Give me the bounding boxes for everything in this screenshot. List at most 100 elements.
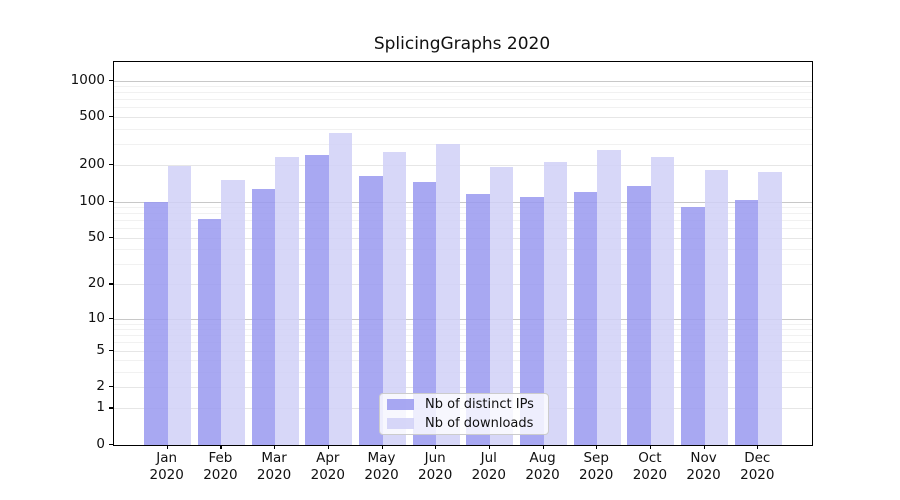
y-tick-label: 200: [79, 156, 105, 173]
minor-gridline: [114, 143, 812, 145]
bar-distinct-ips-may: [359, 175, 383, 445]
x-tick-mark: [542, 445, 544, 449]
y-tick-mark: [109, 236, 113, 238]
minor-gridline: [114, 329, 812, 331]
minor-gridline: [114, 335, 812, 337]
x-tick-label: Oct 2020: [632, 450, 668, 483]
major-gridline: [114, 165, 812, 167]
y-tick-label: 20: [87, 275, 105, 292]
plot-area: [113, 61, 813, 446]
bar-downloads-apr: [328, 133, 353, 445]
y-tick-label: 0: [96, 436, 105, 452]
x-tick-label: Jan 2020: [149, 450, 184, 483]
minor-gridline: [114, 92, 812, 94]
bar-distinct-ips-apr: [305, 154, 329, 445]
major-gridline: [114, 318, 812, 320]
y-tick-label: 1: [96, 399, 105, 416]
x-tick-mark: [596, 445, 598, 449]
bar-distinct-ips-oct: [627, 185, 651, 445]
bar-distinct-ips-mar: [251, 188, 276, 445]
x-tick-label: Mar 2020: [256, 450, 292, 483]
legend-swatch-distinct-ips: [387, 399, 414, 410]
y-tick-mark: [109, 444, 113, 446]
bar-distinct-ips-aug: [520, 196, 544, 445]
minor-gridline: [114, 107, 812, 109]
y-tick-label: 2: [96, 378, 105, 394]
bar-distinct-ips-jul: [466, 193, 490, 445]
x-tick-label: Apr 2020: [310, 450, 345, 483]
bar-downloads-may: [382, 152, 406, 445]
major-gridline: [114, 350, 812, 352]
minor-gridline: [114, 249, 812, 251]
y-tick-mark: [109, 200, 113, 202]
x-tick-mark: [435, 445, 437, 449]
bar-distinct-ips-sep: [573, 192, 598, 445]
bar-downloads-feb: [221, 179, 245, 445]
y-tick-mark: [109, 116, 113, 118]
y-tick-label: 100: [79, 192, 105, 209]
x-tick-label: Dec 2020: [740, 450, 775, 483]
minor-gridline: [114, 360, 812, 362]
y-tick-label: 500: [79, 108, 105, 124]
minor-gridline: [114, 220, 812, 222]
legend-item: Nb of distinct IPs: [380, 397, 548, 413]
legend-item: Nb of downloads: [380, 416, 548, 432]
bar-distinct-ips-feb: [197, 219, 222, 445]
y-tick-mark: [109, 164, 113, 166]
x-tick-label: May 2020: [364, 450, 399, 483]
bar-downloads-aug: [543, 161, 567, 445]
major-gridline: [114, 387, 812, 388]
y-tick-mark: [109, 79, 113, 81]
major-gridline: [114, 237, 812, 239]
legend-swatch-downloads: [387, 418, 414, 429]
y-tick-label: 1000: [70, 71, 105, 88]
x-tick-mark: [488, 445, 490, 449]
bar-downloads-dec: [758, 171, 782, 445]
minor-gridline: [114, 207, 812, 208]
minor-gridline: [114, 342, 812, 344]
minor-gridline: [114, 128, 812, 130]
x-tick-label: Jun 2020: [418, 450, 453, 483]
bar-distinct-ips-nov: [681, 207, 705, 445]
legend-label: Nb of downloads: [425, 416, 534, 431]
minor-gridline: [114, 323, 812, 325]
y-tick-mark: [109, 386, 113, 388]
chart-title: SplicingGraphs 2020: [373, 34, 551, 54]
y-tick-mark: [109, 317, 113, 319]
x-tick-label: Sep 2020: [579, 450, 614, 483]
bar-downloads-jul: [489, 166, 514, 445]
legend-label: Nb of distinct IPs: [425, 397, 534, 412]
bar-downloads-jun: [436, 144, 460, 445]
major-gridline: [114, 80, 812, 82]
bar-downloads-sep: [597, 150, 621, 445]
major-gridline: [114, 117, 812, 118]
x-tick-label: Feb 2020: [203, 450, 238, 483]
legend: Nb of distinct IPs Nb of downloads: [379, 393, 549, 435]
x-tick-mark: [703, 445, 705, 449]
bar-downloads-nov: [704, 169, 729, 445]
x-tick-mark: [166, 445, 168, 449]
y-tick-mark: [109, 407, 113, 409]
x-tick-mark: [220, 445, 222, 449]
minor-gridline: [114, 86, 812, 87]
major-gridline: [114, 201, 812, 203]
y-tick-label: 10: [87, 309, 105, 326]
bar-distinct-ips-dec: [734, 200, 759, 445]
y-tick-mark: [109, 283, 113, 285]
x-tick-mark: [381, 445, 383, 449]
bar-downloads-jan: [167, 166, 192, 445]
y-tick-label: 50: [87, 228, 105, 245]
x-tick-mark: [327, 445, 329, 449]
x-tick-label: Jul 2020: [471, 450, 506, 483]
minor-gridline: [114, 213, 812, 215]
y-tick-label: 5: [96, 341, 105, 358]
bar-distinct-ips-jun: [412, 182, 437, 445]
minor-gridline: [114, 371, 812, 373]
bar-downloads-oct: [650, 157, 675, 445]
minor-gridline: [114, 99, 812, 101]
minor-gridline: [114, 228, 812, 230]
bar-downloads-mar: [275, 156, 299, 445]
x-tick-mark: [649, 445, 652, 449]
bar-distinct-ips-jan: [144, 201, 168, 445]
